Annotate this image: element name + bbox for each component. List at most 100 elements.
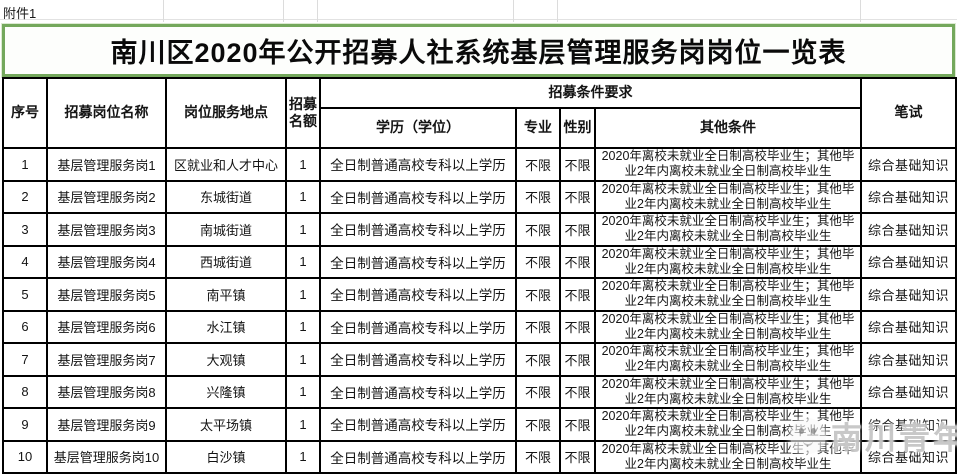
table-row: 9 基层管理服务岗9 太平场镇 1 全日制普通高校专科以上学历 不限 不限 20… [2,407,957,442]
cell-no: 3 [2,212,48,247]
cell-written-exam: 综合基础知识 [860,342,957,377]
table-row: 8 基层管理服务岗8 兴隆镇 1 全日制普通高校专科以上学历 不限 不限 202… [2,374,957,409]
cell-service-location: 东城街道 [165,179,287,214]
cell-position-name: 基层管理服务岗1 [46,147,167,182]
gridline [557,0,558,22]
cell-quota: 1 [285,374,321,409]
cell-written-exam: 综合基础知识 [860,179,957,214]
cell-other-conditions: 2020年离校未就业全日制高校毕业生；其他毕业2年内离校未就业全日制高校毕业生 [594,342,862,377]
cell-no: 2 [2,179,48,214]
cell-education: 全日制普通高校专科以上学历 [319,277,517,312]
cell-no: 7 [2,342,48,377]
cell-quota: 1 [285,147,321,182]
cell-position-name: 基层管理服务岗6 [46,309,167,344]
cell-education: 全日制普通高校专科以上学历 [319,342,517,377]
cell-major: 不限 [515,374,561,409]
cell-gender: 不限 [559,439,596,474]
cell-education: 全日制普通高校专科以上学历 [319,407,517,442]
table-row: 5 基层管理服务岗5 南平镇 1 全日制普通高校专科以上学历 不限 不限 202… [2,277,957,312]
cell-position-name: 基层管理服务岗9 [46,407,167,442]
cell-written-exam: 综合基础知识 [860,212,957,247]
cell-position-name: 基层管理服务岗10 [46,439,167,474]
gridline [163,0,164,22]
cell-gender: 不限 [559,179,596,214]
cell-quota: 1 [285,277,321,312]
cell-major: 不限 [515,342,561,377]
cell-other-conditions: 2020年离校未就业全日制高校毕业生；其他毕业2年内离校未就业全日制高校毕业生 [594,244,862,279]
col-header-quota: 招募名额 [285,77,321,149]
cell-gender: 不限 [559,277,596,312]
cell-position-name: 基层管理服务岗3 [46,212,167,247]
cell-gender: 不限 [559,407,596,442]
cell-position-name: 基层管理服务岗2 [46,179,167,214]
positions-table: 序号 招募岗位名称 岗位服务地点 招募名额 招募条件要求 笔试 学历（学位） 专… [2,77,957,474]
cell-service-location: 太平场镇 [165,407,287,442]
cell-service-location: 水江镇 [165,309,287,344]
cell-education: 全日制普通高校专科以上学历 [319,309,517,344]
col-header-position: 招募岗位名称 [46,77,167,149]
cell-other-conditions: 2020年离校未就业全日制高校毕业生；其他毕业2年内离校未就业全日制高校毕业生 [594,407,862,442]
cell-gender: 不限 [559,212,596,247]
gridline [317,0,318,22]
cell-service-location: 白沙镇 [165,439,287,474]
cell-other-conditions: 2020年离校未就业全日制高校毕业生；其他毕业2年内离校未就业全日制高校毕业生 [594,277,862,312]
cell-position-name: 基层管理服务岗4 [46,244,167,279]
cell-no: 6 [2,309,48,344]
cell-education: 全日制普通高校专科以上学历 [319,244,517,279]
gridline [860,0,861,22]
cell-major: 不限 [515,309,561,344]
cell-gender: 不限 [559,147,596,182]
cell-other-conditions: 2020年离校未就业全日制高校毕业生；其他毕业2年内离校未就业全日制高校毕业生 [594,212,862,247]
table-row: 1 基层管理服务岗1 区就业和人才中心 1 全日制普通高校专科以上学历 不限 不… [2,147,957,182]
table-row: 3 基层管理服务岗3 南城街道 1 全日制普通高校专科以上学历 不限 不限 20… [2,212,957,247]
cell-gender: 不限 [559,374,596,409]
cell-service-location: 南平镇 [165,277,287,312]
cell-service-location: 兴隆镇 [165,374,287,409]
cell-quota: 1 [285,244,321,279]
table-row: 7 基层管理服务岗7 大观镇 1 全日制普通高校专科以上学历 不限 不限 202… [2,342,957,377]
cell-quota: 1 [285,439,321,474]
col-header-education: 学历（学位） [319,107,517,149]
attachment-label: 附件1 [3,6,37,21]
cell-gender: 不限 [559,244,596,279]
cell-position-name: 基层管理服务岗8 [46,374,167,409]
cell-education: 全日制普通高校专科以上学历 [319,212,517,247]
cell-written-exam: 综合基础知识 [860,439,957,474]
cell-major: 不限 [515,439,561,474]
table-row: 10 基层管理服务岗10 白沙镇 1 全日制普通高校专科以上学历 不限 不限 2… [2,439,957,474]
cell-education: 全日制普通高校专科以上学历 [319,374,517,409]
cell-gender: 不限 [559,309,596,344]
cell-no: 1 [2,147,48,182]
title-box: 南川区2020年公开招募人社系统基层管理服务岗岗位一览表 [2,24,955,77]
col-header-no: 序号 [2,77,48,149]
cell-written-exam: 综合基础知识 [860,407,957,442]
col-header-conditions-group: 招募条件要求 [319,77,862,109]
cell-other-conditions: 2020年离校未就业全日制高校毕业生；其他毕业2年内离校未就业全日制高校毕业生 [594,439,862,474]
table-row: 2 基层管理服务岗2 东城街道 1 全日制普通高校专科以上学历 不限 不限 20… [2,179,957,214]
cell-education: 全日制普通高校专科以上学历 [319,179,517,214]
cell-written-exam: 综合基础知识 [860,244,957,279]
cell-gender: 不限 [559,342,596,377]
cell-education: 全日制普通高校专科以上学历 [319,439,517,474]
cell-written-exam: 综合基础知识 [860,374,957,409]
col-header-gender: 性别 [559,107,596,149]
cell-service-location: 西城街道 [165,244,287,279]
cell-no: 8 [2,374,48,409]
col-header-other: 其他条件 [594,107,862,149]
col-header-exam: 笔试 [860,77,957,149]
cell-quota: 1 [285,342,321,377]
gridline [513,0,514,22]
page-title: 南川区2020年公开招募人社系统基层管理服务岗岗位一览表 [110,38,847,68]
table-row: 6 基层管理服务岗6 水江镇 1 全日制普通高校专科以上学历 不限 不限 202… [2,309,957,344]
cell-quota: 1 [285,309,321,344]
cell-no: 10 [2,439,48,474]
cell-major: 不限 [515,212,561,247]
col-header-location: 岗位服务地点 [165,77,287,149]
cell-major: 不限 [515,244,561,279]
cell-service-location: 南城街道 [165,212,287,247]
table-row: 4 基层管理服务岗4 西城街道 1 全日制普通高校专科以上学历 不限 不限 20… [2,244,957,279]
cell-major: 不限 [515,179,561,214]
cell-no: 5 [2,277,48,312]
cell-major: 不限 [515,407,561,442]
